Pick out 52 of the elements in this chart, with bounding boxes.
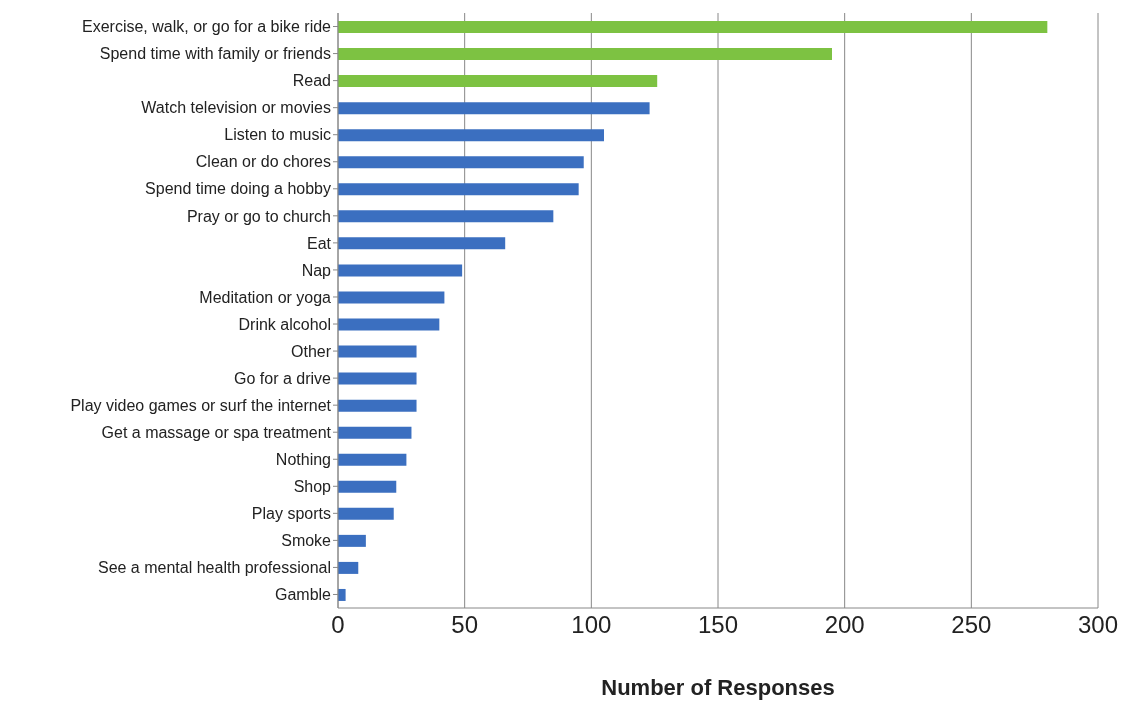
x-axis-title: Number of Responses (601, 675, 835, 700)
y-tick-label: Pray or go to church (186, 207, 331, 225)
bar (338, 291, 445, 304)
y-tick-label: Gamble (274, 586, 332, 604)
y-tick-label: Drink alcohol (238, 315, 331, 333)
y-tick-label: Play video games or surf the internet (70, 396, 332, 414)
y-tick-label: Nap (301, 261, 332, 279)
y-tick-label: Meditation or yoga (199, 288, 332, 306)
y-tick-label: Shop (293, 477, 332, 495)
bar (338, 102, 650, 115)
bar (338, 561, 359, 574)
y-tick-label: Spend time with family or friends (99, 45, 331, 63)
bar (338, 534, 366, 547)
bar (338, 399, 417, 412)
y-tick-label: Eat (306, 234, 332, 252)
bar (338, 264, 463, 277)
bar (338, 48, 832, 61)
y-tick-label: See a mental health professional (97, 559, 331, 577)
y-tick-label: Go for a drive (234, 369, 332, 387)
y-tick-label: Read (292, 72, 331, 90)
x-tick-label: 0 (331, 611, 345, 639)
y-tick-label: Watch television or movies (141, 99, 331, 117)
x-tick-label: 200 (824, 611, 865, 639)
y-tick-label: Clean or do chores (195, 153, 331, 171)
bar (338, 156, 584, 169)
bar (338, 129, 604, 142)
bar (338, 588, 346, 601)
x-tick-label: 50 (451, 611, 479, 639)
y-tick-label: Nothing (275, 450, 331, 468)
bar (338, 21, 1048, 33)
x-tick-label: 150 (697, 611, 739, 639)
y-tick-label: Exercise, walk, or go for a bike ride (82, 18, 332, 36)
bar (338, 426, 412, 439)
bar (338, 237, 506, 250)
x-tick-label: 300 (1077, 611, 1119, 639)
bar (338, 372, 417, 385)
bar (338, 183, 579, 196)
y-tick-label: Get a massage or spa treatment (101, 423, 332, 441)
x-tick-label: 250 (951, 611, 992, 639)
y-tick-label: Spend time doing a hobby (145, 180, 331, 198)
y-tick-label: Smoke (281, 532, 332, 550)
y-tick-label: Listen to music (224, 126, 331, 144)
bar (338, 453, 407, 466)
y-tick-label: Other (290, 342, 332, 360)
bar (338, 507, 394, 520)
bar (338, 345, 417, 358)
x-tick-label: 100 (571, 611, 612, 639)
bar (338, 210, 554, 223)
bar (338, 480, 397, 493)
bar (338, 318, 440, 331)
bar (338, 75, 658, 88)
y-tick-label: Play sports (251, 505, 331, 523)
